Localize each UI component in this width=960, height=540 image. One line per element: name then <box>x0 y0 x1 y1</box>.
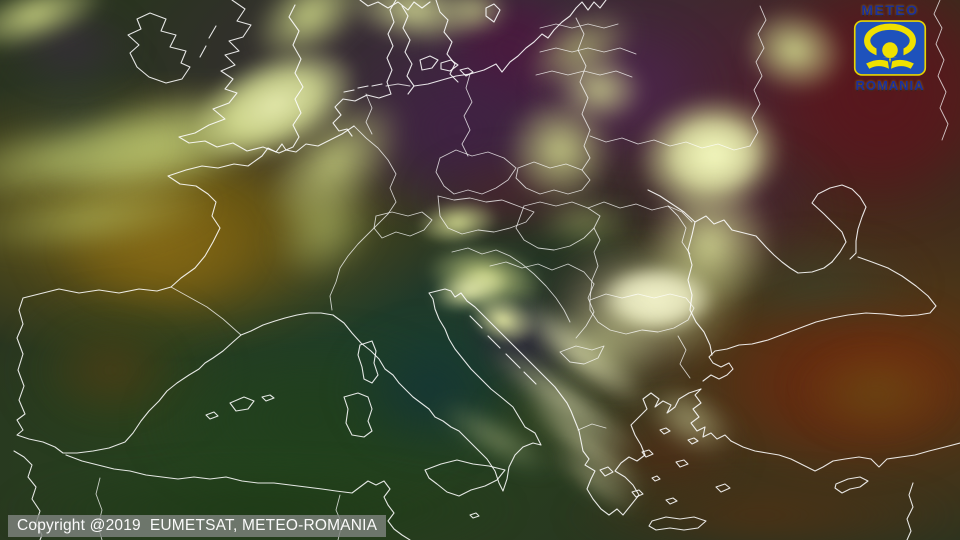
border-belarus-ukraine <box>589 135 751 151</box>
meteo-romania-emblem-icon <box>853 20 927 76</box>
coast-jutland <box>332 0 397 137</box>
country-borders <box>95 0 949 540</box>
border-switzerland <box>373 211 433 239</box>
border-russia-northeast <box>933 0 949 141</box>
airmass-region-turkey-olive <box>800 350 950 440</box>
border-poland-east <box>575 17 591 171</box>
coast-sweden-west <box>435 0 459 83</box>
coast-ireland <box>127 12 191 84</box>
border-austria <box>437 195 535 235</box>
coast-gotland <box>485 3 501 23</box>
border-pyrenees <box>170 286 242 336</box>
border-macedonia <box>559 345 605 365</box>
border-france-germany-italy <box>329 125 397 311</box>
border-baltics-3 <box>535 70 633 78</box>
border-romania-west <box>589 227 601 301</box>
coast-corsica <box>357 340 379 384</box>
coast-danish-islands <box>419 55 474 77</box>
coast-great-britain <box>178 0 304 154</box>
border-greece-turkey <box>677 335 691 379</box>
coast-balearics <box>205 394 275 420</box>
border-czechia <box>435 149 517 195</box>
cloud-lithuania <box>555 55 645 125</box>
border-bosnia-serbia <box>489 261 595 285</box>
meteo-romania-logo: METEO ROMANIA <box>838 2 942 94</box>
logo-text-meteo: METEO <box>861 2 919 18</box>
coast-north-africa <box>65 454 411 540</box>
copyright-watermark: Copyright @2019 EUMETSAT, METEO-ROMANIA <box>8 515 387 537</box>
coast-denmark-east <box>401 5 415 95</box>
border-baltics-2 <box>539 23 619 29</box>
coast-turkey-aegean <box>690 388 732 442</box>
logo-text-romania: ROMANIA <box>855 78 925 93</box>
border-ukraine-russia <box>749 5 767 147</box>
cloud-hungary-faint <box>535 195 635 250</box>
airmass-region-turkey-core <box>790 330 960 440</box>
border-denmark-germany <box>385 83 411 87</box>
coast-cyprus <box>834 476 869 494</box>
border-romania-north <box>587 201 693 223</box>
coast-turkey-south <box>730 440 960 472</box>
border-netherlands-germany <box>365 93 373 135</box>
coast-sardinia <box>343 392 373 438</box>
coast-blacksea-north-crimea <box>647 189 833 274</box>
coast-malta <box>469 512 480 519</box>
coast-sicily <box>424 459 506 497</box>
coast-norway-south <box>359 0 431 11</box>
coast-wadden-islands <box>343 83 383 93</box>
border-hungary <box>515 201 601 251</box>
coast-continental-europe <box>16 125 702 516</box>
coast-hebrides <box>199 25 217 58</box>
coast-levant <box>906 482 914 540</box>
coastlines <box>13 0 960 540</box>
border-germany-poland <box>461 73 473 157</box>
border-slovenia-croatia <box>451 247 571 323</box>
coast-aegean-islands <box>599 427 731 505</box>
coast-marmara-turkey-north <box>702 256 937 382</box>
coast-azov <box>811 184 867 263</box>
coast-blacksea-west <box>687 221 713 356</box>
coast-crete <box>648 516 707 531</box>
border-albania-greece <box>577 423 607 431</box>
coast-baltic-southeast <box>413 0 607 87</box>
border-serbia-east <box>575 283 595 339</box>
border-moldova <box>667 205 691 255</box>
border-slovakia <box>515 161 591 195</box>
border-baltics-1 <box>539 47 637 55</box>
border-bulgaria <box>589 293 695 335</box>
coast-dalmatian-islands <box>469 315 537 385</box>
